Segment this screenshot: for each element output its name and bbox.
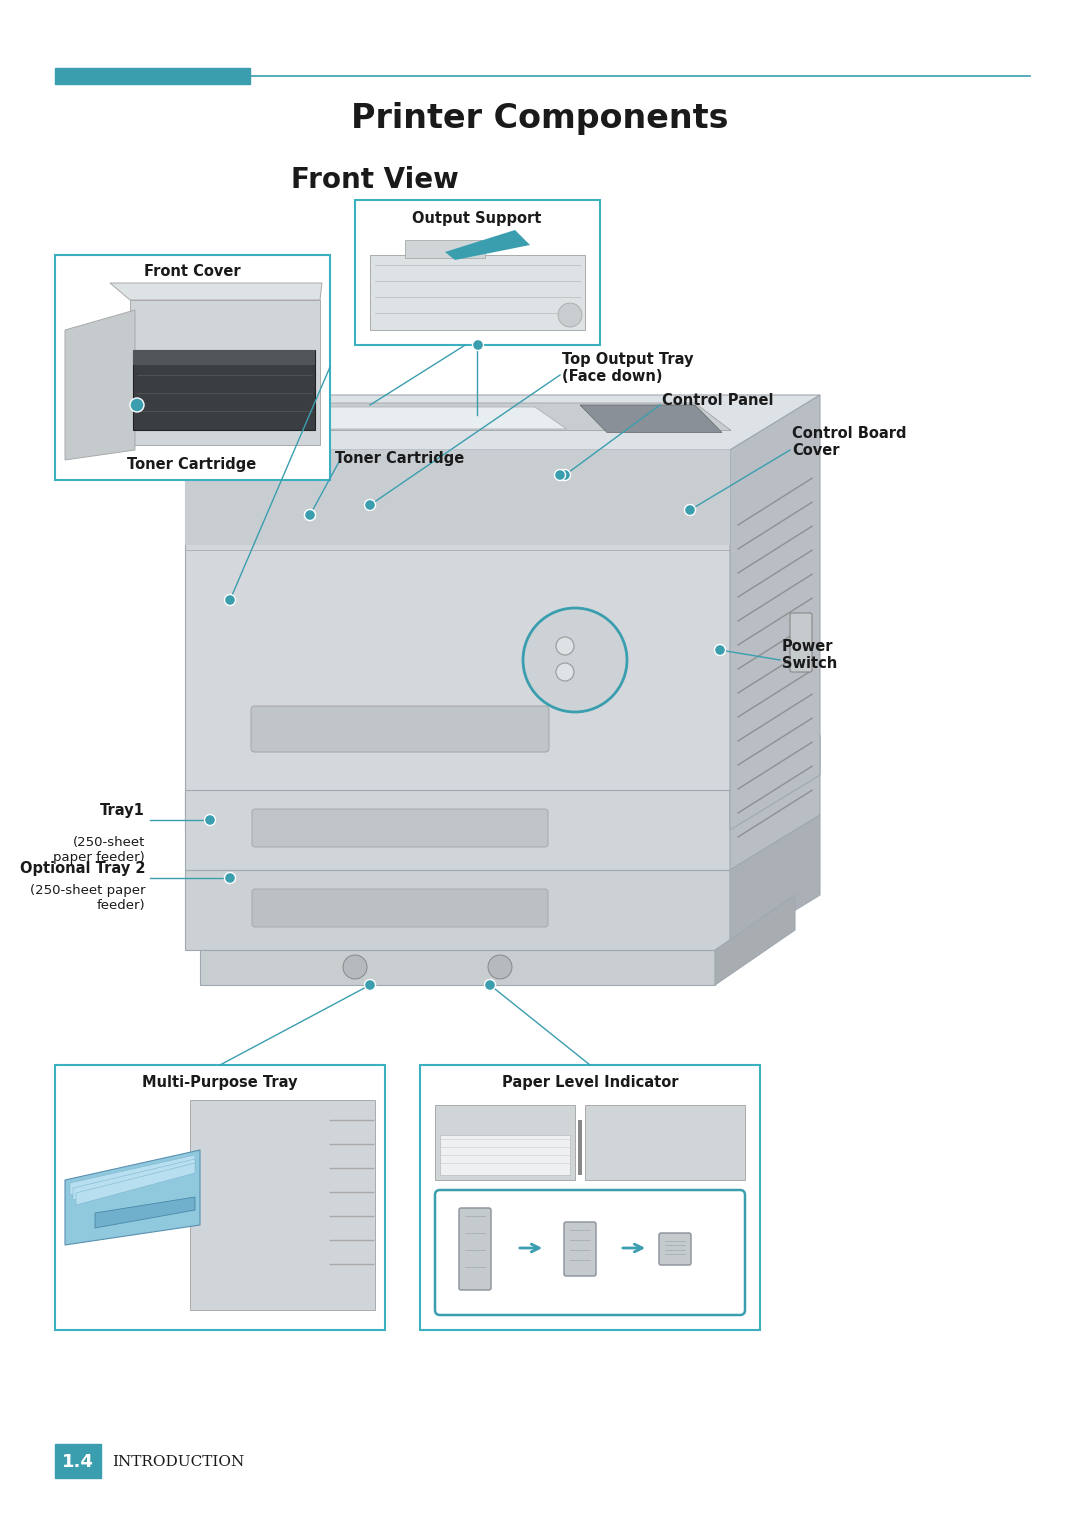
Text: Tray1: Tray1 [100,803,145,818]
Circle shape [556,663,573,681]
Circle shape [559,469,570,480]
FancyBboxPatch shape [659,1234,691,1266]
Polygon shape [110,283,322,300]
Polygon shape [370,254,585,330]
Polygon shape [95,1197,195,1228]
Circle shape [130,398,144,413]
Polygon shape [185,394,820,449]
FancyBboxPatch shape [251,707,549,752]
Bar [440,1135,570,1176]
Polygon shape [185,870,730,950]
Text: 1.4: 1.4 [62,1453,94,1471]
FancyBboxPatch shape [564,1221,596,1276]
Text: Front Cover: Front Cover [144,263,241,279]
Circle shape [558,303,582,327]
Circle shape [204,815,216,825]
Circle shape [225,594,235,606]
Circle shape [715,644,726,655]
Polygon shape [255,407,567,429]
Polygon shape [730,736,820,870]
Polygon shape [65,311,135,460]
Polygon shape [133,350,315,366]
Text: Top Output Tray
(Face down): Top Output Tray (Face down) [562,352,693,384]
Circle shape [305,510,315,521]
Text: Front View: Front View [292,166,459,193]
FancyBboxPatch shape [55,254,330,480]
Text: (250-sheet
paper feeder): (250-sheet paper feeder) [53,836,145,864]
Polygon shape [185,449,730,545]
Circle shape [225,873,235,883]
Circle shape [365,979,376,990]
Polygon shape [200,950,715,985]
Polygon shape [580,405,723,433]
FancyBboxPatch shape [355,200,600,346]
Polygon shape [445,230,530,260]
Circle shape [523,608,627,711]
Polygon shape [70,1154,195,1196]
Polygon shape [65,1150,200,1244]
Bar [577,1106,583,1180]
Polygon shape [73,1159,195,1200]
Text: Output Support: Output Support [413,210,542,225]
Polygon shape [76,1164,195,1205]
Text: Power
Switch: Power Switch [782,638,837,672]
Text: Printer Components: Printer Components [351,102,729,134]
Polygon shape [240,404,731,431]
Circle shape [343,955,367,979]
Bar [55,1444,102,1477]
Bar [55,69,249,84]
Polygon shape [133,350,315,429]
Polygon shape [730,815,820,950]
Polygon shape [185,449,730,830]
FancyBboxPatch shape [55,1065,384,1330]
Polygon shape [730,394,820,830]
Circle shape [305,510,315,521]
Polygon shape [585,1106,745,1180]
Circle shape [365,500,376,510]
Bar [578,1119,582,1176]
Text: Control Board
Cover: Control Board Cover [792,426,906,458]
Text: Optional Tray 2: Optional Tray 2 [19,860,145,876]
Polygon shape [435,1106,575,1180]
FancyBboxPatch shape [789,612,812,672]
Circle shape [556,637,573,655]
Text: Control Panel: Control Panel [662,393,773,408]
FancyBboxPatch shape [435,1189,745,1314]
Circle shape [554,469,566,480]
FancyBboxPatch shape [252,889,548,928]
Polygon shape [405,241,485,257]
Text: Multi-Purpose Tray: Multi-Purpose Tray [143,1075,298,1090]
Text: INTRODUCTION: INTRODUCTION [112,1454,244,1470]
Circle shape [485,979,496,990]
Text: Paper Level Indicator: Paper Level Indicator [502,1075,678,1090]
FancyBboxPatch shape [252,809,548,847]
Text: Toner Cartridge: Toner Cartridge [127,457,257,472]
Circle shape [685,504,696,515]
Polygon shape [185,790,730,870]
Circle shape [488,955,512,979]
Circle shape [473,340,484,350]
Text: Toner Cartridge: Toner Cartridge [335,451,464,466]
Polygon shape [190,1100,375,1310]
Polygon shape [130,300,320,445]
Text: (250-sheet paper
feeder): (250-sheet paper feeder) [29,883,145,912]
FancyBboxPatch shape [420,1065,760,1330]
FancyBboxPatch shape [459,1208,491,1290]
Polygon shape [715,896,795,985]
